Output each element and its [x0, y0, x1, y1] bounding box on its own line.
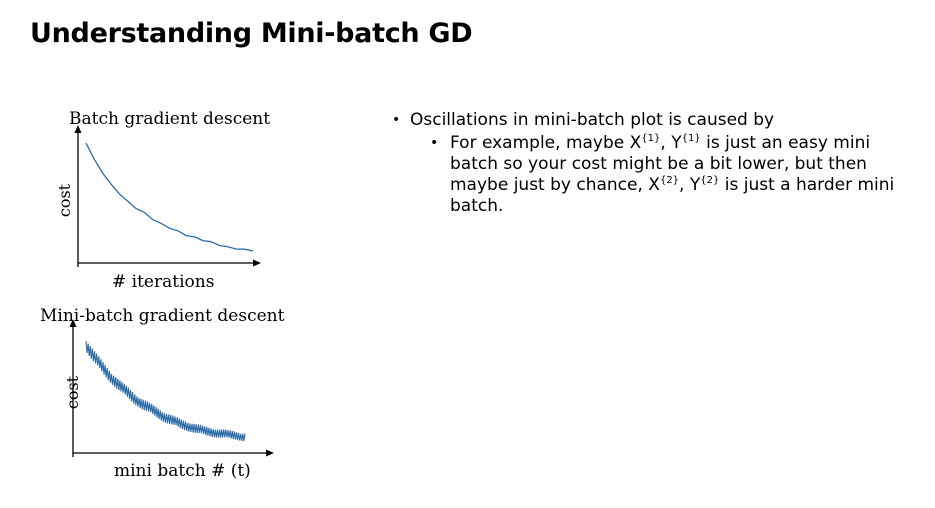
y-axis-arrow-icon: [74, 125, 82, 133]
batch-gd-chart: [74, 125, 261, 267]
text-run: is just a harder mini batch.: [450, 175, 895, 216]
bullet-text: Oscillations in mini-batch plot is cause…: [410, 110, 775, 130]
superscript: {2}: [659, 175, 680, 186]
x-axis-arrow-icon: [266, 449, 274, 457]
cost-curve: [85, 341, 246, 442]
plot-title: Mini-batch gradient descent: [40, 306, 285, 326]
minibatch-gd-plot: Mini-batch gradient descent cost mini ba…: [40, 305, 285, 490]
sub-bullet-item: • For example, maybe X{1}, Y{1} is just …: [390, 133, 910, 217]
plot-title: Batch gradient descent: [69, 109, 271, 129]
cost-curve: [85, 142, 254, 252]
x-axis-label: mini batch # (t): [114, 461, 251, 481]
text-run: For example, maybe X: [450, 133, 642, 153]
batch-gd-plot: Batch gradient descent cost # iterations: [55, 105, 275, 300]
sub-bullet-text: For example, maybe X{1}, Y{1} is just an…: [450, 133, 894, 216]
superscript: {1}: [681, 133, 701, 144]
x-axis-arrow-icon: [253, 259, 261, 267]
bullet-dot-icon: •: [430, 135, 439, 151]
text-run: is just an easy mini batch so your cost …: [450, 133, 871, 195]
superscript: {1}: [641, 133, 661, 144]
bullet-list: • Oscillations in mini-batch plot is cau…: [390, 110, 910, 217]
y-axis-label: cost: [63, 375, 83, 410]
text-run: , Y: [660, 133, 682, 153]
slide-title: Understanding Mini-batch GD: [30, 18, 473, 49]
x-axis-label: # iterations: [112, 272, 215, 292]
y-axis-label: cost: [55, 183, 75, 218]
superscript: {2}: [700, 175, 720, 186]
bullet-item: • Oscillations in mini-batch plot is cau…: [390, 110, 910, 131]
y-axis-arrow-icon: [69, 319, 77, 327]
text-run: , Y: [679, 175, 701, 195]
bullet-dot-icon: •: [392, 112, 401, 128]
minibatch-gd-chart: [69, 319, 274, 457]
